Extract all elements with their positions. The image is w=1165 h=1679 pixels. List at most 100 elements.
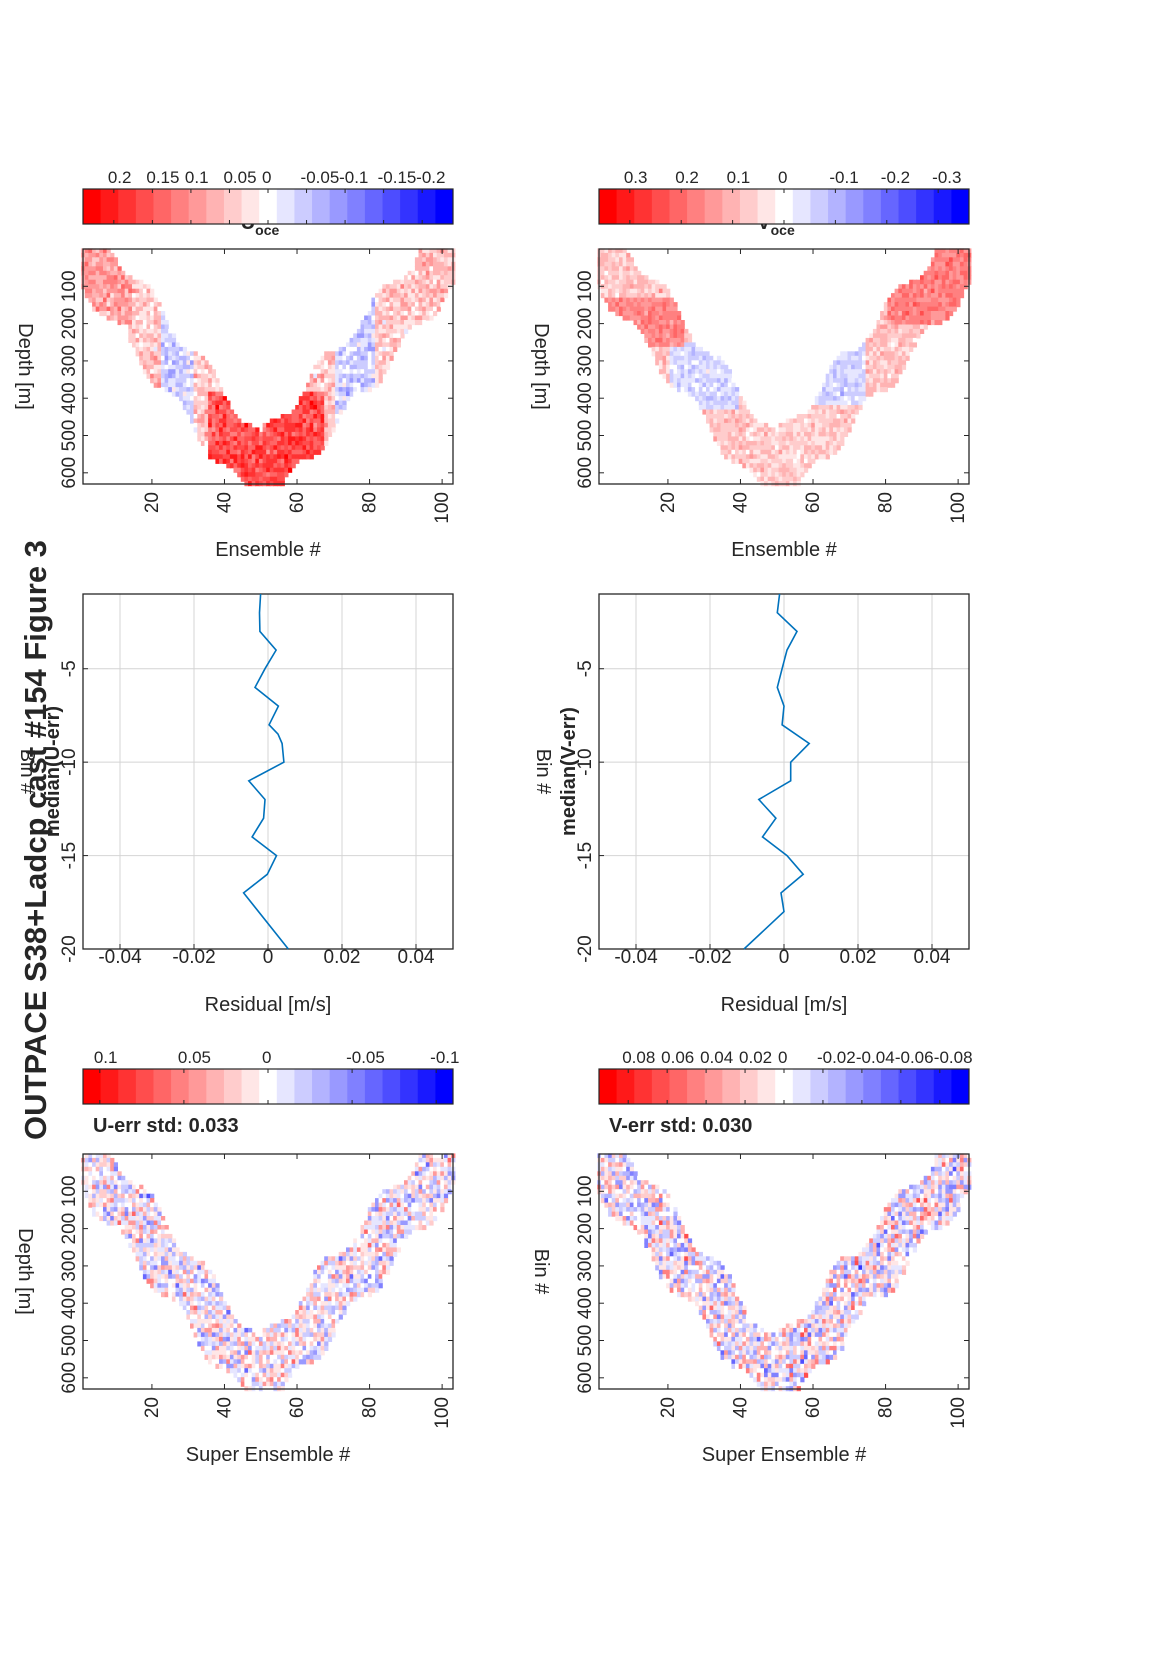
heatmap-cell <box>204 1354 209 1360</box>
heatmap-cell <box>677 1269 682 1275</box>
heatmap-cell <box>433 1211 438 1217</box>
heatmap-cell <box>327 422 333 428</box>
heatmap-cell <box>934 1211 939 1217</box>
x-tick-label: 100 <box>432 492 453 524</box>
heatmap-cell <box>128 310 133 317</box>
heatmap-cell <box>200 1310 206 1316</box>
heatmap-cell <box>666 1211 671 1217</box>
heatmap-cell <box>396 1202 401 1208</box>
heatmap-cell <box>229 431 235 437</box>
heatmap-cell <box>157 1220 162 1226</box>
heatmap-cell <box>807 1359 812 1365</box>
heatmap-cell <box>302 409 307 415</box>
heatmap-cell <box>240 1332 246 1338</box>
heatmap-cell <box>912 1198 917 1204</box>
heatmap-cell <box>313 427 318 433</box>
heatmap-cell <box>139 1238 144 1244</box>
heatmap-cell <box>153 346 158 352</box>
heatmap-cell <box>836 1310 841 1316</box>
heatmap-cell <box>920 1189 925 1195</box>
heatmap-cell <box>208 1292 213 1298</box>
heatmap-cell <box>313 404 318 411</box>
heatmap-cell <box>237 1350 242 1356</box>
heatmap-cell <box>393 333 398 339</box>
heatmap-cell <box>433 284 438 290</box>
heatmap-cell <box>273 1363 278 1369</box>
heatmap-cell <box>295 1354 300 1360</box>
heatmap-cell <box>233 436 238 442</box>
heatmap-cell <box>324 360 329 366</box>
heatmap-cell <box>615 1166 620 1172</box>
heatmap-cell <box>622 1211 627 1217</box>
heatmap-cell <box>655 1233 660 1239</box>
heatmap-cell <box>433 1202 438 1208</box>
heatmap-cell <box>146 369 151 375</box>
heatmap-cell <box>658 1265 664 1271</box>
heatmap-cell <box>648 1225 653 1231</box>
heatmap-cell <box>396 297 401 303</box>
heatmap-cell <box>186 1265 191 1271</box>
heatmap-cell <box>433 306 438 312</box>
heatmap-cell <box>182 378 188 384</box>
heatmap-cell <box>847 1319 852 1325</box>
heatmap-cell <box>764 1341 769 1347</box>
heatmap-cell <box>411 1207 416 1213</box>
heatmap-cell <box>883 1283 888 1289</box>
heatmap-cell <box>367 369 372 375</box>
heatmap-cell <box>814 1345 819 1351</box>
heatmap-cell <box>727 1301 732 1307</box>
heatmap-cell <box>110 1162 115 1168</box>
heatmap-cell <box>843 1265 849 1271</box>
heatmap-cell <box>720 1274 725 1280</box>
heatmap-cell <box>414 1166 420 1172</box>
heatmap-cell <box>161 364 166 370</box>
heatmap-cell <box>88 1162 93 1168</box>
heatmap-cell <box>735 1336 740 1342</box>
heatmap-cell <box>190 369 195 375</box>
heatmap-cell <box>785 1381 790 1387</box>
heatmap-cell <box>389 346 394 352</box>
heatmap-cell <box>146 306 151 312</box>
heatmap-cell <box>291 458 296 464</box>
heatmap-cell <box>240 440 246 446</box>
heatmap-cell <box>313 449 318 455</box>
heatmap-cell <box>193 382 198 388</box>
heatmap-cell <box>637 1207 642 1213</box>
heatmap-cell <box>99 1153 104 1159</box>
heatmap-cell <box>139 328 144 334</box>
heatmap-cell <box>375 1242 380 1248</box>
heatmap-cell <box>724 1305 729 1311</box>
heatmap-cell <box>320 422 325 428</box>
heatmap-cell <box>389 1260 394 1266</box>
heatmap-cell <box>404 1233 409 1239</box>
heatmap-cell <box>440 1184 445 1190</box>
heatmap-cell <box>175 364 180 370</box>
heatmap-cell <box>219 391 224 397</box>
heatmap-cell <box>193 1274 198 1280</box>
heatmap-cell <box>637 1184 642 1190</box>
heatmap-cell <box>157 346 162 352</box>
heatmap-cell <box>219 1341 224 1347</box>
heatmap-cell <box>190 1305 195 1311</box>
heatmap-cell <box>938 1175 943 1181</box>
heatmap-cell <box>226 1336 231 1342</box>
heatmap-cell <box>858 1278 863 1284</box>
heatmap-cell <box>106 1166 111 1172</box>
heatmap-cell <box>150 337 155 343</box>
heatmap-cell <box>135 1189 140 1195</box>
heatmap-cell <box>749 1336 754 1342</box>
heatmap-cell <box>669 1233 674 1239</box>
heatmap-cell <box>244 1341 249 1347</box>
heatmap-cell <box>400 1189 405 1195</box>
heatmap-cell <box>695 1251 700 1257</box>
heatmap-cell <box>215 1359 220 1365</box>
heatmap-cell <box>237 427 242 433</box>
heatmap-cell <box>436 275 441 281</box>
heatmap-cell <box>760 1381 765 1387</box>
heatmap-cell <box>440 1175 445 1181</box>
heatmap-cell <box>898 1193 903 1199</box>
heatmap-cell <box>887 1287 892 1293</box>
heatmap-cell <box>436 252 441 258</box>
heatmap-cell <box>901 1256 907 1262</box>
heatmap-cell <box>622 1180 627 1186</box>
